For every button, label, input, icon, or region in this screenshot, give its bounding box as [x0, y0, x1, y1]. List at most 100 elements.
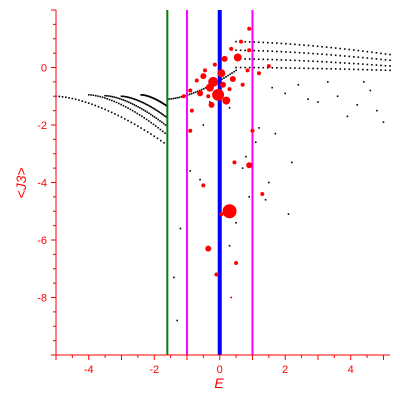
- black-point: [244, 49, 246, 52]
- black-point: [159, 120, 161, 122]
- black-point: [146, 131, 149, 133]
- black-point: [235, 221, 237, 224]
- black-point: [280, 42, 283, 45]
- red-point: [214, 272, 219, 277]
- black-point: [389, 69, 391, 72]
- red-point: [188, 88, 193, 93]
- black-point: [366, 50, 369, 53]
- black-point: [71, 97, 74, 100]
- x-axis-title: E: [214, 375, 224, 391]
- red-point: [221, 55, 228, 62]
- black-point: [357, 68, 360, 71]
- black-point: [280, 50, 283, 53]
- black-point: [330, 61, 332, 63]
- x-tick-label: 2: [282, 364, 288, 376]
- black-point: [266, 58, 269, 61]
- black-point: [137, 125, 139, 127]
- black-point: [371, 63, 373, 66]
- black-point: [189, 170, 192, 172]
- black-point: [163, 115, 166, 117]
- black-point: [285, 67, 287, 69]
- black-point: [120, 116, 123, 118]
- black-point: [111, 99, 113, 102]
- black-point: [150, 133, 152, 135]
- black-point: [330, 46, 332, 49]
- black-point: [235, 66, 237, 69]
- black-point: [144, 103, 147, 105]
- black-point: [369, 89, 372, 92]
- black-point: [134, 111, 136, 113]
- black-point: [142, 109, 145, 111]
- black-point: [339, 47, 342, 50]
- black-point: [268, 181, 270, 184]
- black-point: [280, 59, 283, 61]
- black-point: [122, 95, 124, 98]
- black-point: [129, 102, 132, 104]
- black-point: [127, 107, 129, 109]
- black-point: [325, 67, 328, 70]
- black-point: [104, 97, 106, 99]
- black-point: [334, 68, 337, 70]
- black-point: [366, 63, 369, 66]
- black-point: [303, 67, 305, 70]
- black-point: [284, 92, 287, 95]
- red-point: [250, 128, 255, 133]
- red-point: [247, 48, 252, 53]
- black-point: [289, 59, 292, 62]
- black-point: [173, 276, 175, 279]
- black-point: [257, 49, 260, 52]
- black-point: [264, 198, 267, 201]
- black-point: [330, 68, 332, 70]
- black-point: [223, 77, 225, 79]
- black-point: [143, 129, 146, 131]
- red-points-layer: [181, 26, 271, 299]
- black-point: [99, 95, 102, 98]
- black-point: [58, 95, 61, 98]
- black-point: [200, 88, 203, 91]
- red-point: [219, 212, 224, 217]
- black-point: [239, 49, 242, 52]
- black-point: [107, 95, 110, 97]
- black-point: [352, 56, 355, 58]
- black-point: [312, 60, 314, 63]
- black-point: [325, 46, 328, 48]
- black-point: [135, 98, 138, 101]
- black-point: [124, 95, 127, 98]
- black-point: [142, 101, 144, 104]
- black-point: [380, 64, 382, 67]
- black-point: [68, 97, 70, 99]
- black-point: [336, 95, 339, 98]
- black-point: [276, 42, 278, 44]
- black-point: [294, 43, 296, 46]
- black-point: [287, 213, 290, 215]
- red-point: [212, 88, 225, 101]
- black-point: [129, 108, 132, 111]
- black-point: [157, 110, 159, 112]
- black-point: [107, 110, 110, 112]
- black-point: [380, 52, 382, 55]
- black-point: [271, 86, 273, 89]
- black-point: [244, 40, 246, 43]
- black-point: [109, 95, 112, 98]
- black-point: [65, 96, 67, 99]
- red-point: [227, 87, 232, 92]
- black-point: [157, 118, 159, 121]
- black-point: [294, 51, 296, 54]
- black-point: [326, 81, 329, 83]
- black-point: [146, 111, 149, 113]
- black-point: [235, 40, 237, 43]
- red-point: [181, 94, 186, 99]
- black-point: [123, 118, 126, 120]
- black-point: [289, 43, 292, 45]
- black-point: [297, 83, 300, 86]
- black-point: [158, 111, 161, 113]
- black-point: [321, 60, 323, 63]
- black-point: [120, 98, 123, 101]
- black-point: [164, 132, 166, 134]
- black-point: [139, 100, 142, 103]
- black-point: [228, 106, 231, 109]
- black-point: [343, 55, 346, 57]
- black-point: [235, 69, 237, 72]
- black-point: [298, 43, 301, 46]
- black-point: [316, 53, 319, 55]
